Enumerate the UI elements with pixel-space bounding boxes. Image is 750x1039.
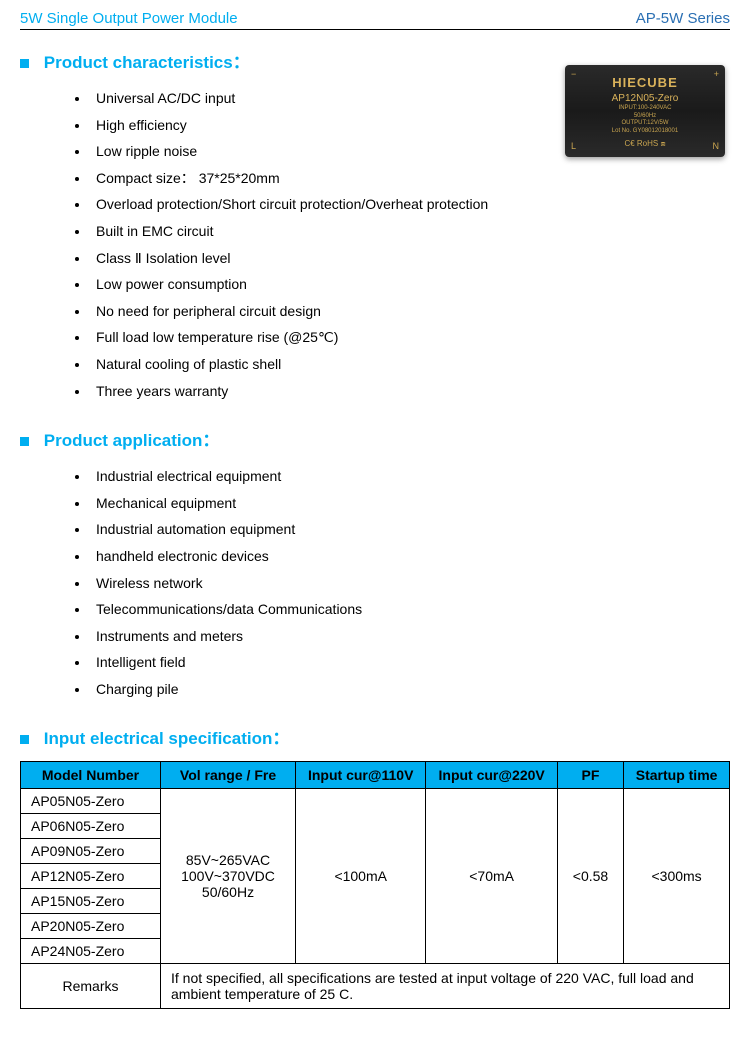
table-body: AP05N05-Zero85V~265VAC 100V~370VDC 50/60… bbox=[21, 789, 730, 1009]
product-spec-line4: Lot No. GY08012018001 bbox=[577, 128, 713, 136]
table-remarks-row: RemarksIf not specified, all specificati… bbox=[21, 964, 730, 1009]
pin-minus-icon: − bbox=[571, 69, 576, 81]
cur220-cell: <70mA bbox=[426, 789, 557, 964]
pf-cell: <0.58 bbox=[557, 789, 623, 964]
list-item: Wireless network bbox=[90, 570, 730, 597]
pin-plus-icon: + bbox=[714, 69, 719, 81]
section-title-application: Product application： bbox=[20, 426, 730, 451]
table-column-header: Vol range / Fre bbox=[161, 762, 296, 789]
input-spec-heading: Input electrical specification： bbox=[44, 729, 290, 748]
square-bullet-icon bbox=[20, 59, 29, 68]
model-cell: AP20N05-Zero bbox=[21, 914, 161, 939]
square-bullet-icon bbox=[20, 735, 29, 744]
list-item: Overload protection/Short circuit protec… bbox=[90, 191, 730, 218]
list-item: Class Ⅱ Isolation level bbox=[90, 245, 730, 272]
header-title-right: AP-5W Series bbox=[636, 10, 730, 27]
cur110-cell: <100mA bbox=[296, 789, 426, 964]
pin-n-label: N bbox=[713, 141, 720, 153]
list-item: Built in EMC circuit bbox=[90, 218, 730, 245]
list-item: Natural cooling of plastic shell bbox=[90, 351, 730, 378]
model-cell: AP06N05-Zero bbox=[21, 814, 161, 839]
section-title-input-spec: Input electrical specification： bbox=[20, 724, 730, 749]
table-column-header: Startup time bbox=[624, 762, 730, 789]
table-header-row: Model NumberVol range / FreInput cur@110… bbox=[21, 762, 730, 789]
list-item: Low power consumption bbox=[90, 271, 730, 298]
list-item: Full load low temperature rise (@25℃) bbox=[90, 324, 730, 351]
list-item: Intelligent field bbox=[90, 649, 730, 676]
startup-cell: <300ms bbox=[624, 789, 730, 964]
product-spec-line3: OUTPUT:12V/5W bbox=[577, 120, 713, 128]
application-list: Industrial electrical equipmentMechanica… bbox=[90, 463, 730, 702]
model-cell: AP12N05-Zero bbox=[21, 864, 161, 889]
product-cert-icons: C€ RoHS ⧈ bbox=[577, 139, 713, 149]
model-cell: AP05N05-Zero bbox=[21, 789, 161, 814]
list-item: handheld electronic devices bbox=[90, 543, 730, 570]
list-item: Industrial automation equipment bbox=[90, 516, 730, 543]
square-bullet-icon bbox=[20, 437, 29, 446]
input-spec-table: Model NumberVol range / FreInput cur@110… bbox=[20, 761, 730, 1009]
product-model: AP12N05-Zero bbox=[577, 92, 713, 105]
list-item: Compact size： 37*25*20mm bbox=[90, 165, 730, 192]
product-module-image: − + L N HIECUBE AP12N05-Zero INPUT:100-2… bbox=[565, 65, 725, 157]
application-heading: Product application： bbox=[44, 431, 220, 450]
vol-range-cell: 85V~265VAC 100V~370VDC 50/60Hz bbox=[161, 789, 296, 964]
table-column-header: Model Number bbox=[21, 762, 161, 789]
model-cell: AP09N05-Zero bbox=[21, 839, 161, 864]
model-cell: AP15N05-Zero bbox=[21, 889, 161, 914]
list-item: Three years warranty bbox=[90, 378, 730, 405]
list-item: Charging pile bbox=[90, 676, 730, 703]
header-title-left: 5W Single Output Power Module bbox=[20, 10, 238, 27]
list-item: Telecommunications/data Communications bbox=[90, 596, 730, 623]
pin-l-label: L bbox=[571, 141, 576, 153]
list-item: No need for peripheral circuit design bbox=[90, 298, 730, 325]
table-row: AP05N05-Zero85V~265VAC 100V~370VDC 50/60… bbox=[21, 789, 730, 814]
product-brand: HIECUBE bbox=[577, 75, 713, 92]
characteristics-heading: Product characteristics： bbox=[44, 53, 250, 72]
page-header: 5W Single Output Power Module AP-5W Seri… bbox=[20, 10, 730, 30]
list-item: Industrial electrical equipment bbox=[90, 463, 730, 490]
remarks-label-cell: Remarks bbox=[21, 964, 161, 1009]
product-spec-line1: INPUT:100-240VAC bbox=[577, 105, 713, 113]
table-column-header: PF bbox=[557, 762, 623, 789]
list-item: Instruments and meters bbox=[90, 623, 730, 650]
list-item: Mechanical equipment bbox=[90, 490, 730, 517]
table-column-header: Input cur@220V bbox=[426, 762, 557, 789]
remarks-text-cell: If not specified, all specifications are… bbox=[161, 964, 730, 1009]
table-column-header: Input cur@110V bbox=[296, 762, 426, 789]
model-cell: AP24N05-Zero bbox=[21, 939, 161, 964]
product-spec-line2: 50/60Hz bbox=[577, 113, 713, 121]
